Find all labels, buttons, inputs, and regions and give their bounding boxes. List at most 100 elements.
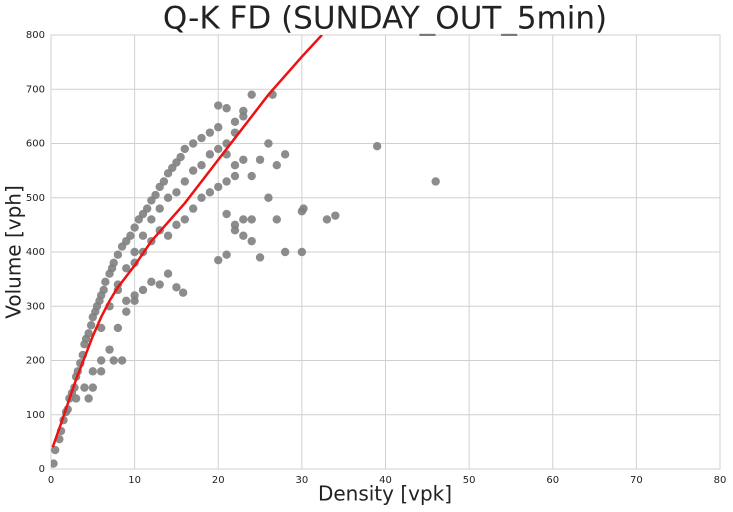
data-point (197, 161, 206, 170)
data-point (239, 215, 248, 224)
data-point (272, 215, 281, 224)
data-point (109, 258, 118, 268)
data-point (180, 177, 189, 186)
data-point (239, 155, 248, 164)
data-point (222, 250, 231, 259)
x-tick-label: 50 (463, 475, 476, 486)
data-point (214, 144, 223, 154)
data-point (214, 123, 223, 132)
data-point (101, 277, 110, 287)
chart-title: Q-K FD (SUNDAY_OUT_5min) (163, 1, 607, 37)
data-point (331, 211, 340, 220)
data-point (86, 321, 96, 330)
data-point (163, 269, 173, 278)
data-point (222, 209, 231, 219)
data-point (205, 150, 215, 159)
data-point (214, 255, 223, 265)
data-point (188, 139, 198, 148)
data-point (431, 177, 440, 186)
data-point (99, 285, 108, 295)
data-point (180, 144, 189, 154)
data-point (147, 277, 156, 287)
y-tick-label: 600 (26, 139, 45, 150)
data-point (163, 193, 173, 202)
data-point (155, 280, 164, 289)
data-point (105, 345, 114, 354)
data-point (205, 128, 215, 137)
data-point (222, 177, 231, 186)
data-point (280, 150, 290, 159)
data-point (322, 215, 332, 224)
x-tick-label: 10 (128, 475, 141, 486)
y-tick-label: 500 (26, 193, 45, 204)
data-point (84, 329, 93, 338)
data-point (172, 188, 181, 197)
data-point (247, 215, 256, 224)
data-point (142, 204, 152, 213)
data-point (255, 253, 265, 262)
x-tick-label: 60 (546, 475, 559, 486)
data-point (122, 264, 131, 273)
data-point (117, 356, 127, 365)
data-point (88, 367, 98, 376)
data-point (138, 285, 148, 295)
data-point (264, 193, 273, 202)
data-point (80, 383, 89, 392)
data-point (151, 190, 160, 200)
data-point (109, 356, 118, 365)
x-tick-label: 0 (48, 475, 54, 486)
data-point (172, 220, 181, 230)
data-point (163, 231, 173, 240)
y-tick-label: 400 (26, 247, 45, 258)
fit-line (51, 35, 323, 448)
data-point (130, 296, 139, 306)
data-point (122, 296, 131, 306)
data-point (51, 445, 60, 455)
x-axis-label: Density [vpk] (318, 482, 452, 506)
data-point (247, 90, 256, 99)
data-point (205, 188, 215, 197)
data-point (130, 223, 139, 232)
y-tick-label: 0 (39, 464, 45, 475)
data-point (155, 204, 164, 213)
data-point (71, 394, 81, 403)
data-point (247, 236, 256, 246)
data-point (214, 182, 223, 192)
data-point (113, 323, 123, 333)
y-tick-label: 700 (26, 84, 45, 95)
data-point (113, 250, 123, 259)
data-point (147, 215, 156, 224)
data-point (255, 155, 265, 164)
data-point (230, 171, 240, 181)
data-point (230, 226, 240, 235)
data-point (138, 231, 148, 240)
data-point (122, 307, 131, 316)
y-tick-label: 300 (26, 301, 45, 312)
data-point (239, 231, 248, 240)
y-tick-label: 100 (26, 410, 45, 421)
data-point (96, 356, 106, 365)
x-tick-label: 70 (630, 475, 643, 486)
data-point (172, 283, 181, 292)
data-point (372, 142, 382, 151)
data-point (159, 177, 169, 186)
x-tick-label: 80 (714, 475, 727, 486)
data-point (96, 367, 106, 376)
data-point (88, 383, 98, 392)
data-point (176, 152, 185, 162)
data-point (130, 247, 139, 257)
data-point (96, 323, 106, 333)
data-point (297, 247, 307, 257)
data-point (180, 215, 189, 224)
data-point (264, 139, 273, 148)
x-tick-label: 20 (212, 475, 225, 486)
y-axis-label: Volume [vph] (2, 185, 26, 319)
data-point (188, 166, 198, 175)
data-point (299, 204, 308, 213)
data-point (84, 394, 93, 403)
x-tick-label: 40 (379, 475, 392, 486)
y-tick-label: 800 (26, 30, 45, 41)
x-tick-label: 30 (296, 475, 309, 486)
data-point (272, 161, 281, 170)
